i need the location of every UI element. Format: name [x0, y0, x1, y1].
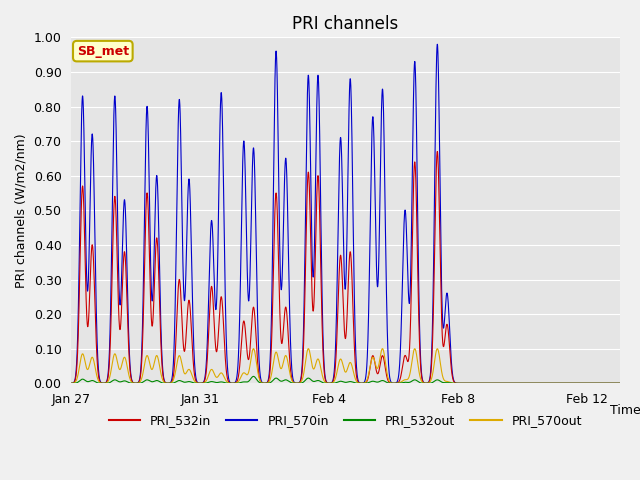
X-axis label: Time: Time: [610, 404, 640, 417]
Text: SB_met: SB_met: [77, 45, 129, 58]
Title: PRI channels: PRI channels: [292, 15, 399, 33]
Legend: PRI_532in, PRI_570in, PRI_532out, PRI_570out: PRI_532in, PRI_570in, PRI_532out, PRI_57…: [104, 409, 587, 432]
Y-axis label: PRI channels (W/m2/nm): PRI channels (W/m2/nm): [15, 133, 28, 288]
